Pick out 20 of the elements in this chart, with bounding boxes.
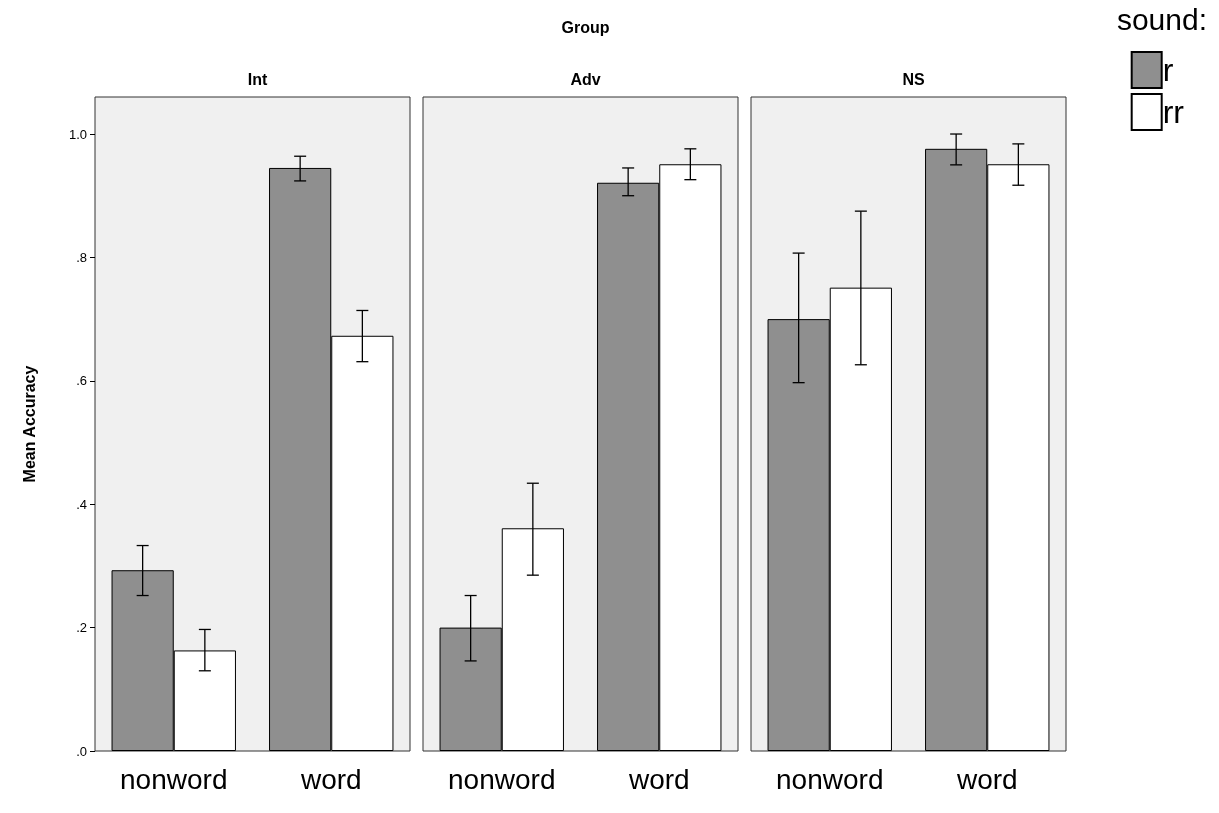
- chart-subtitle: Int: [247, 70, 268, 88]
- chart-title: Group: [561, 18, 610, 36]
- x-tick-label: word: [955, 763, 1018, 795]
- chart-subtitle: NS: [902, 70, 925, 88]
- legend-title: sound:: [1116, 2, 1207, 36]
- y-tick-label: .0: [76, 743, 87, 759]
- y-tick-label: .6: [76, 373, 87, 389]
- chart-subtitle: Adv: [570, 70, 601, 88]
- y-axis-title: Mean Accuracy: [20, 365, 38, 483]
- y-tick-label: .8: [76, 249, 87, 265]
- x-tick-label: nonword: [448, 763, 556, 795]
- x-tick-label: word: [627, 763, 690, 795]
- y-tick-label: .2: [76, 620, 87, 636]
- x-tick-label: word: [299, 763, 362, 795]
- y-tick-label: .4: [76, 496, 87, 512]
- legend-label: r: [1162, 52, 1174, 88]
- x-tick-label: nonword: [776, 763, 884, 795]
- x-tick-label: nonword: [120, 763, 228, 795]
- legend-label: rr: [1162, 94, 1185, 130]
- y-tick-label: 1.0: [68, 126, 87, 142]
